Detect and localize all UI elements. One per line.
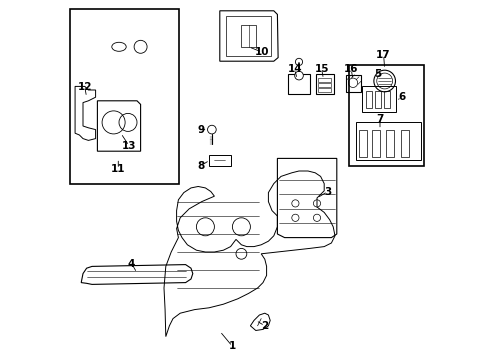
Bar [384, 91, 390, 108]
Text: 12: 12 [77, 82, 92, 92]
Bar [318, 78, 331, 82]
Circle shape [295, 58, 303, 66]
Bar [349, 65, 424, 166]
Text: 7: 7 [376, 114, 384, 124]
Text: 3: 3 [324, 186, 331, 197]
Bar [318, 88, 331, 92]
Text: 5: 5 [374, 69, 382, 79]
Circle shape [294, 71, 303, 80]
Text: 13: 13 [122, 141, 136, 151]
Text: 8: 8 [197, 161, 205, 171]
Text: 17: 17 [376, 50, 391, 60]
Text: 11: 11 [111, 164, 125, 174]
Circle shape [208, 125, 216, 134]
Bar [288, 74, 310, 94]
Text: 2: 2 [261, 321, 269, 331]
Text: 6: 6 [398, 92, 405, 102]
Bar [209, 155, 231, 166]
Bar [360, 130, 368, 157]
Bar [346, 75, 361, 92]
Bar [401, 130, 409, 157]
Bar [242, 25, 256, 47]
Text: 14: 14 [287, 64, 302, 74]
Text: 9: 9 [197, 125, 205, 135]
Text: 1: 1 [229, 341, 236, 351]
Bar [374, 91, 381, 108]
Bar [226, 16, 271, 56]
Bar [71, 9, 179, 184]
Text: 15: 15 [315, 64, 329, 74]
Bar [372, 130, 380, 157]
Bar [316, 74, 334, 94]
Bar [387, 130, 394, 157]
Text: 10: 10 [255, 47, 270, 57]
Bar [366, 91, 372, 108]
Text: 4: 4 [128, 258, 135, 269]
Bar [318, 83, 331, 87]
Text: 16: 16 [344, 64, 359, 74]
